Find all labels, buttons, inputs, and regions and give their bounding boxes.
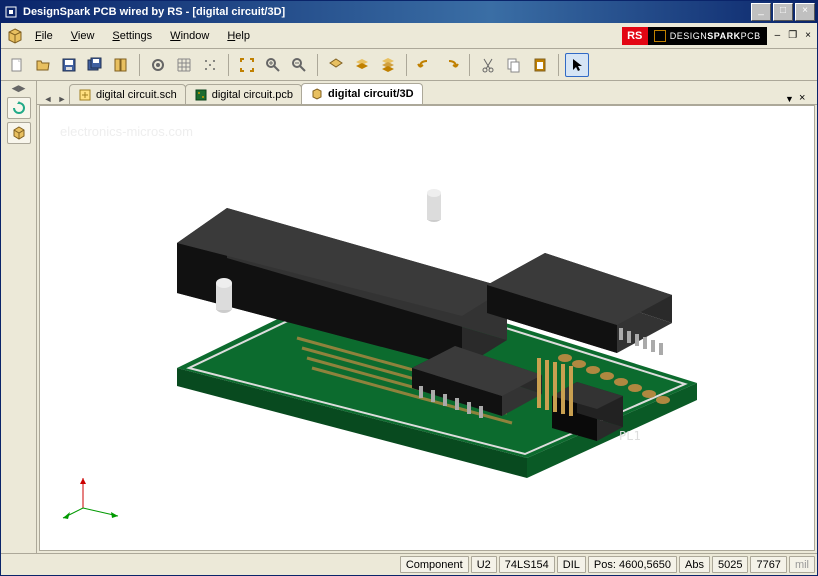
saveall-button[interactable] [83, 53, 107, 77]
cut-button[interactable] [476, 53, 500, 77]
tab-pcb[interactable]: digital circuit.pcb [185, 84, 302, 104]
tab-schematic[interactable]: digital circuit.sch [69, 84, 186, 104]
layer2-button[interactable] [350, 53, 374, 77]
paste-button[interactable] [528, 53, 552, 77]
fit-button[interactable] [235, 53, 259, 77]
status-component-label: Component [400, 556, 469, 573]
app-icon [3, 4, 19, 20]
title-bar[interactable]: DesignSpark PCB wired by RS - [digital c… [1, 1, 817, 23]
library-button[interactable] [109, 53, 133, 77]
menu-help[interactable]: Help [219, 27, 258, 45]
main-area: ◄ ► digital circuit.sch digital circuit.… [37, 81, 817, 553]
svg-text:PL1: PL1 [619, 429, 641, 443]
tab-bar: ◄ ► digital circuit.sch digital circuit.… [37, 81, 817, 105]
toolbar [1, 49, 817, 81]
tab-scroll-left[interactable]: ◄ [41, 94, 55, 104]
status-package: DIL [557, 556, 586, 573]
status-abs-y: 7767 [750, 556, 786, 573]
status-unit: mil [789, 556, 815, 573]
schematic-icon [78, 88, 92, 102]
3d-cube-button[interactable] [7, 122, 31, 144]
zoomin-button[interactable] [261, 53, 285, 77]
menu-window[interactable]: Window [162, 27, 217, 45]
sidebar: ◀▶ [1, 81, 37, 553]
layer1-button[interactable] [324, 53, 348, 77]
sidebar-collapse[interactable]: ◀▶ [12, 83, 26, 94]
status-part: 74LS154 [499, 556, 555, 573]
layer3-button[interactable] [376, 53, 400, 77]
pcb-3d-render: PL1 [107, 138, 747, 518]
status-abs-x: 5025 [712, 556, 748, 573]
tab-3d[interactable]: digital circuit/3D [301, 83, 423, 104]
maximize-button[interactable]: □ [773, 3, 793, 21]
snap-button[interactable] [198, 53, 222, 77]
pcb-icon [654, 30, 666, 42]
window-title: DesignSpark PCB wired by RS - [digital c… [23, 6, 751, 18]
3d-viewport[interactable]: electronics-micros.com [39, 105, 815, 551]
status-component: U2 [471, 556, 497, 573]
mdi-restore[interactable]: ❐ [786, 30, 799, 41]
tab-close[interactable]: × [799, 92, 813, 104]
copy-button[interactable] [502, 53, 526, 77]
close-button[interactable]: × [795, 3, 815, 21]
rs-badge: RS [622, 27, 648, 45]
watermark: electronics-micros.com [60, 124, 193, 139]
brand-logo: RS DESIGNSPARKPCB – ❐ × [622, 27, 813, 45]
menu-settings[interactable]: Settings [104, 27, 160, 45]
tab-dropdown[interactable]: ▼ [785, 94, 799, 104]
3d-tab-icon [310, 87, 324, 101]
status-bar: Component U2 74LS154 DIL Pos: 4600,5650 … [1, 553, 817, 575]
refresh-button[interactable] [7, 97, 31, 119]
tab-scroll-right[interactable]: ► [55, 94, 69, 104]
cube-icon[interactable] [5, 26, 25, 46]
axis-gizmo [58, 468, 128, 528]
designspark-badge: DESIGNSPARKPCB [648, 27, 767, 45]
menu-file[interactable]: File [27, 27, 61, 45]
app-window: DesignSpark PCB wired by RS - [digital c… [0, 0, 818, 576]
menu-view[interactable]: View [63, 27, 103, 45]
mdi-close[interactable]: × [803, 30, 813, 41]
minimize-button[interactable]: _ [751, 3, 771, 21]
menu-bar: File View Settings Window Help RS DESIGN… [1, 23, 817, 49]
workspace: ◀▶ ◄ ► digital circuit.sch digital circu… [1, 81, 817, 553]
status-pos: Pos: 4600,5650 [588, 556, 677, 573]
grid-button[interactable] [172, 53, 196, 77]
save-button[interactable] [57, 53, 81, 77]
redo-button[interactable] [439, 53, 463, 77]
undo-button[interactable] [413, 53, 437, 77]
open-button[interactable] [31, 53, 55, 77]
settings-button[interactable] [146, 53, 170, 77]
new-button[interactable] [5, 53, 29, 77]
pointer-button[interactable] [565, 53, 589, 77]
mdi-minimize[interactable]: – [773, 30, 783, 41]
status-abs-label: Abs [679, 556, 710, 573]
zoomout-button[interactable] [287, 53, 311, 77]
pcb-tab-icon [194, 88, 208, 102]
